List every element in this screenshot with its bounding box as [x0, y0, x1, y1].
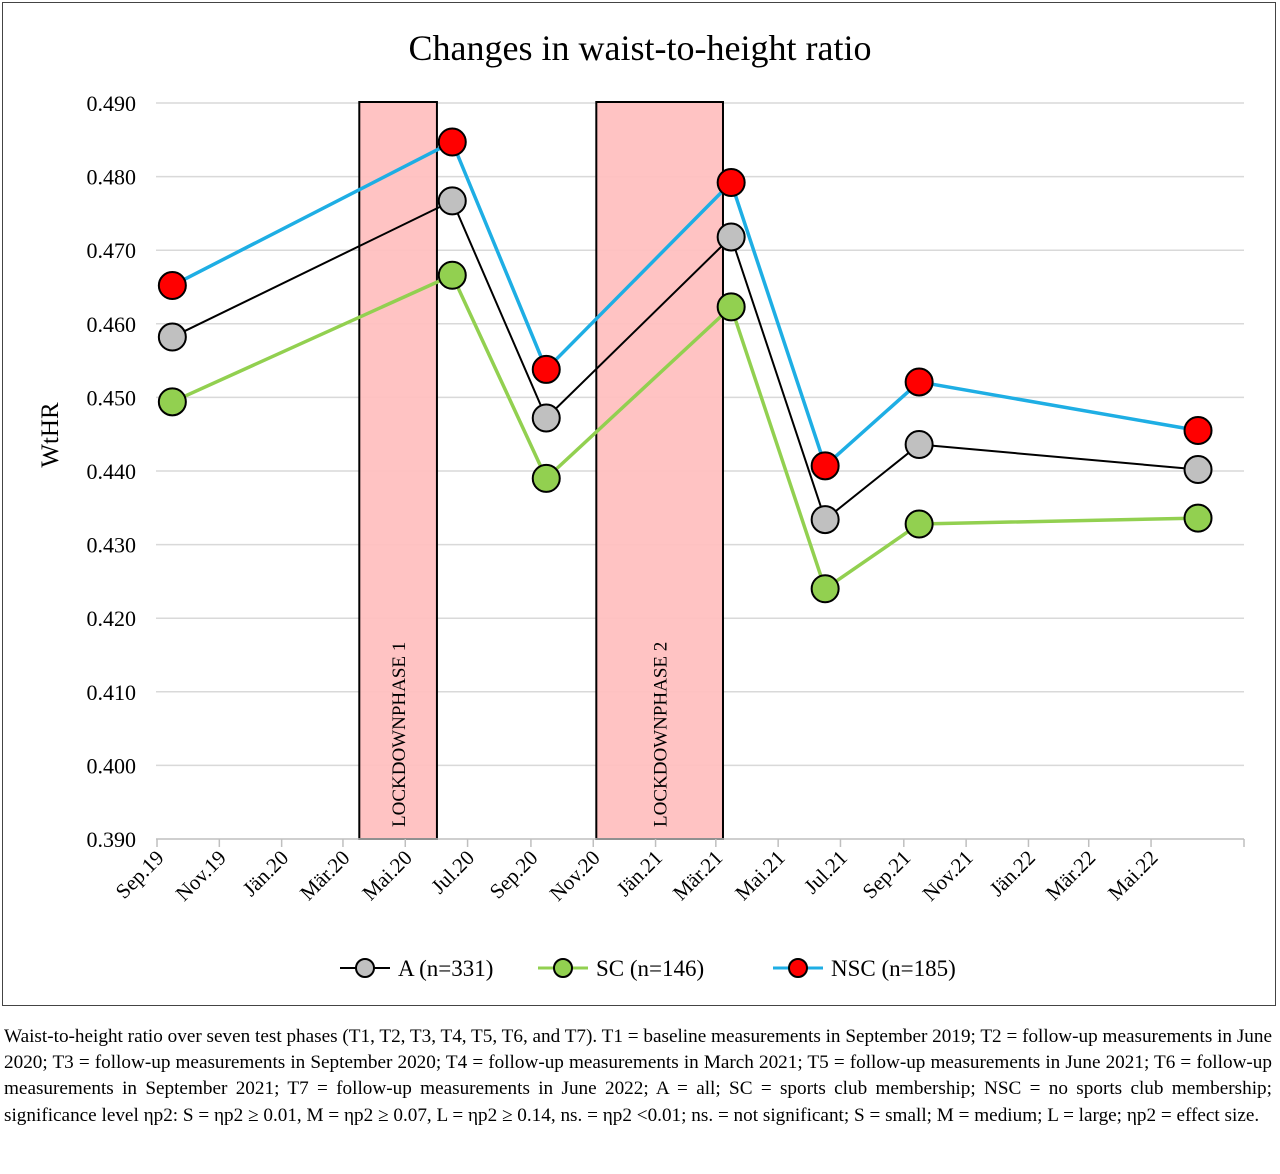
data-point [904, 509, 934, 539]
data-point [810, 505, 840, 535]
x-tick-label: Jän.21 [612, 846, 667, 901]
data-point [437, 127, 467, 157]
lockdown-label-2: LOCKDOWNPHASE 2 [651, 642, 672, 827]
y-tick-label: 0.460 [87, 312, 137, 337]
data-point [1183, 455, 1213, 485]
lockdown-region-1 [358, 101, 438, 840]
x-tick-label: Jul.21 [799, 846, 852, 899]
y-tick-label: 0.410 [87, 680, 137, 705]
series-layer [157, 127, 1213, 604]
figure-frame [2, 2, 1276, 1006]
data-point [716, 167, 746, 197]
legend-label: A (n=331) [398, 956, 493, 981]
lockdown-label-1: LOCKDOWNPHASE 1 [389, 642, 410, 827]
data-point [810, 451, 840, 481]
y-tick-label: 0.440 [87, 459, 137, 484]
legend-marker [553, 958, 573, 978]
x-tick-label: Mai.22 [1103, 846, 1162, 905]
chart: Changes in waist-to-height ratio LOCKDOW… [37, 28, 1245, 981]
data-point [157, 271, 187, 301]
x-tick-label: Sep.21 [858, 846, 916, 904]
x-tick-label: Sep.20 [485, 846, 543, 904]
data-point [904, 367, 934, 397]
y-tick-label: 0.390 [87, 827, 137, 852]
x-tick-label: Jän.20 [238, 846, 293, 901]
data-point [904, 430, 934, 460]
data-point [531, 403, 561, 433]
x-tick-label: Nov.20 [545, 846, 605, 906]
x-tick-label: Sep.19 [111, 846, 169, 904]
data-point [810, 574, 840, 604]
lockdown-regions: LOCKDOWNPHASE 1 LOCKDOWNPHASE 2 [358, 101, 724, 840]
data-point [1183, 416, 1213, 446]
y-axis-label: WtHR [37, 402, 64, 468]
y-tick-label: 0.450 [87, 385, 137, 410]
data-point [716, 292, 746, 322]
data-point [1183, 503, 1213, 533]
data-point [531, 354, 561, 384]
chart-title: Changes in waist-to-height ratio [409, 28, 872, 68]
x-tick-label: Jän.22 [985, 846, 1040, 901]
y-tick-label: 0.490 [87, 91, 137, 116]
legend: A (n=331) SC (n=146) NSC (n=185) [340, 956, 956, 981]
x-tick-label: Mär.20 [295, 846, 354, 905]
y-tick-label: 0.420 [87, 606, 137, 631]
x-tick-label: Nov.21 [918, 846, 978, 906]
data-point [437, 186, 467, 216]
legend-marker [355, 958, 375, 978]
x-tick-label: Mär.21 [668, 846, 727, 905]
lockdown-region-2 [595, 101, 724, 840]
legend-label: SC (n=146) [596, 956, 704, 981]
y-tick-label: 0.400 [87, 753, 137, 778]
y-tick-label: 0.430 [87, 533, 137, 558]
data-point [716, 222, 746, 252]
legend-label: NSC (n=185) [831, 956, 956, 981]
data-point [157, 387, 187, 417]
x-tick-label: Mär.22 [1041, 846, 1100, 905]
figure-caption: Waist-to-height ratio over seven test ph… [4, 1026, 1272, 1126]
y-tick-label: 0.480 [87, 165, 137, 190]
y-tick-label: 0.470 [87, 238, 137, 263]
x-tick-label: Jul.20 [426, 846, 479, 899]
data-point [437, 260, 467, 290]
x-tick-label: Nov.19 [171, 846, 231, 906]
x-tick-label: Mai.20 [357, 846, 416, 905]
legend-marker [788, 958, 808, 978]
data-point [531, 463, 561, 493]
x-tick-label: Mai.21 [730, 846, 789, 905]
data-point [157, 322, 187, 352]
